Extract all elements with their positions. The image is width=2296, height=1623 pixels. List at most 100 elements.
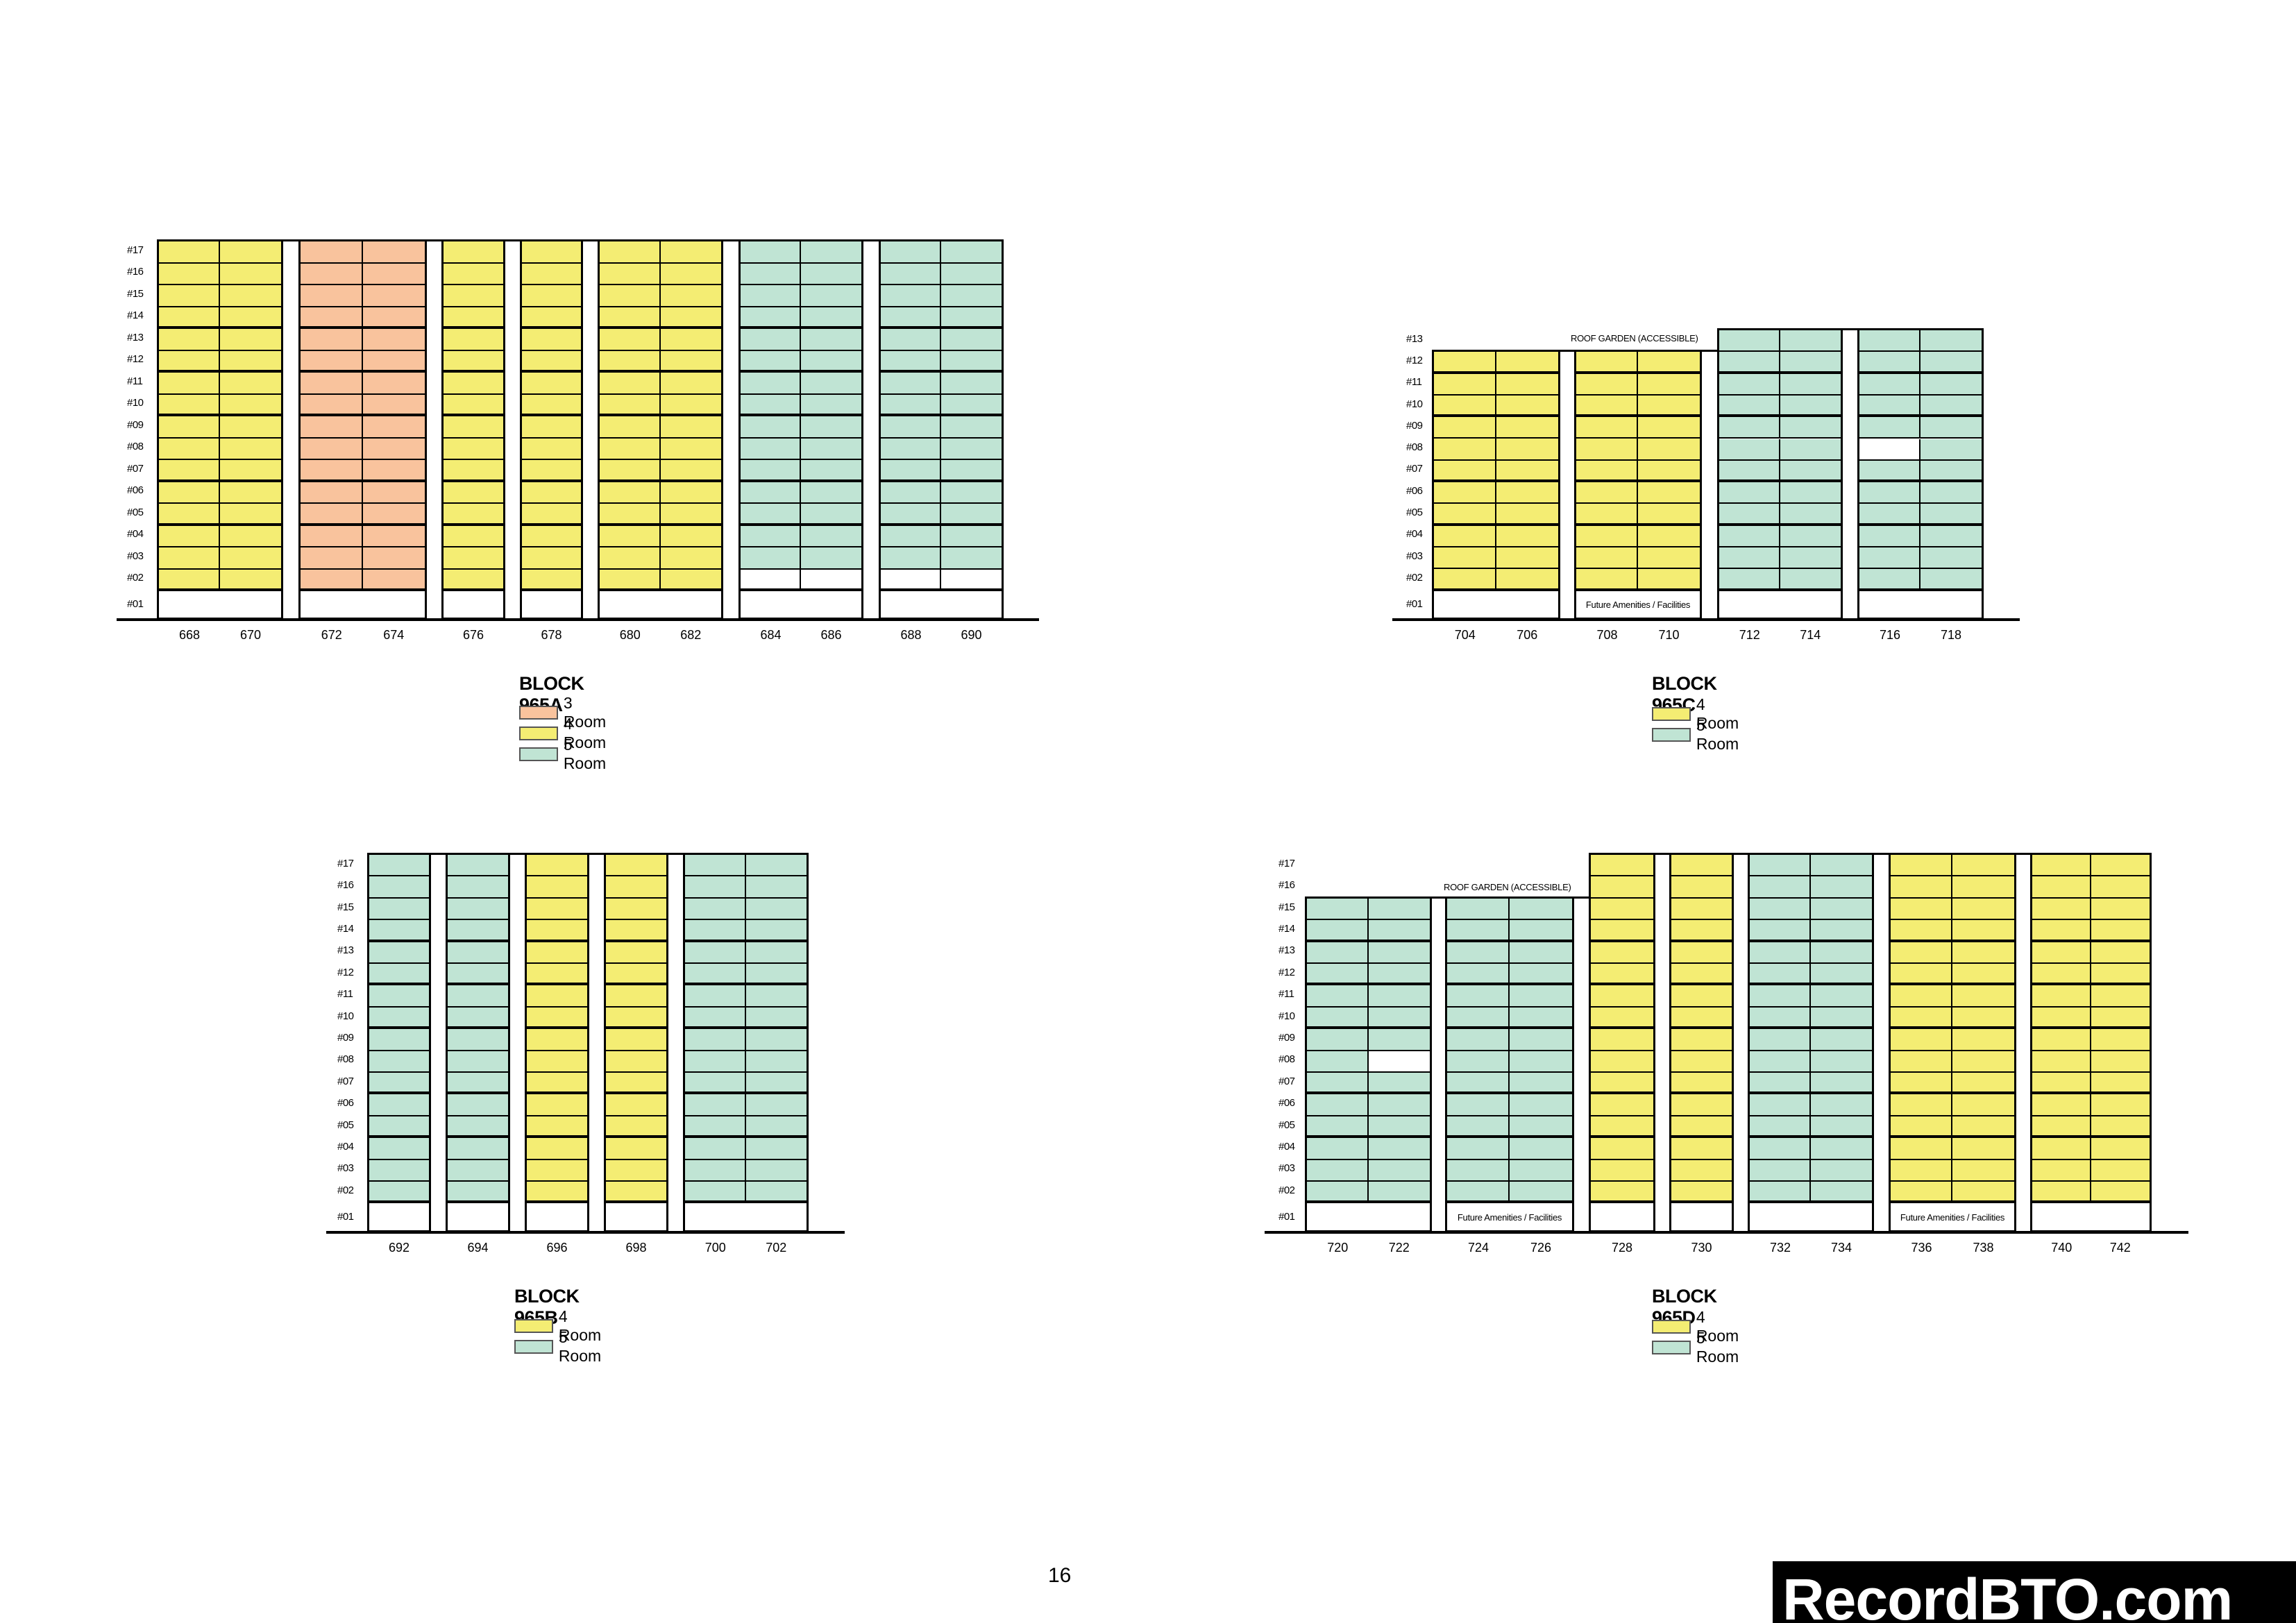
unit-cell[interactable] [1750,1007,1811,1030]
unit-cell[interactable] [1496,460,1558,483]
unit-cell[interactable] [301,460,363,482]
unit-cell[interactable] [444,329,503,351]
unit-cell[interactable] [881,416,941,439]
unit-cell[interactable] [2032,1116,2091,1139]
unit-cell[interactable] [600,285,661,307]
unit-cell[interactable] [1891,985,1952,1008]
unit-cell[interactable] [606,920,666,942]
unit-cell[interactable] [444,241,503,264]
unit-cell[interactable] [362,285,425,307]
unit-cell[interactable] [1638,547,1700,570]
unit-cell[interactable] [159,438,220,460]
unit-cell[interactable] [2091,1051,2150,1073]
unit-cell[interactable] [1591,1094,1653,1116]
unit-cell[interactable] [1780,525,1841,547]
unit-cell[interactable] [1447,942,1510,964]
unit-cell[interactable] [741,438,801,460]
unit-cell[interactable] [881,438,941,460]
unit-cell[interactable] [801,307,861,329]
unit-cell[interactable] [1368,898,1430,921]
unit-cell[interactable] [1434,525,1496,547]
unit-cell[interactable] [941,285,1002,307]
unit-cell[interactable] [1368,1072,1430,1095]
unit-cell[interactable] [2091,1094,2150,1116]
unit-cell[interactable] [362,438,425,460]
unit-cell[interactable] [1638,439,1700,461]
unit-cell[interactable] [1496,373,1558,396]
unit-cell[interactable] [522,263,581,285]
unit-cell[interactable] [1859,460,1921,483]
unit-cell[interactable] [362,263,425,285]
unit-cell[interactable] [941,394,1002,416]
unit-cell[interactable] [741,504,801,526]
unit-cell[interactable] [369,1029,429,1051]
unit-cell[interactable] [660,547,721,570]
unit-cell[interactable] [606,1159,666,1182]
unit-cell[interactable] [1576,569,1638,591]
unit-cell[interactable] [1576,547,1638,570]
unit-cell[interactable] [881,394,941,416]
unit-cell[interactable] [159,373,220,395]
unit-cell[interactable] [685,898,746,921]
unit-cell[interactable] [801,569,861,591]
unit-cell[interactable] [1591,964,1653,986]
unit-cell[interactable] [362,394,425,416]
unit-cell[interactable] [448,1051,508,1073]
unit-cell[interactable] [1638,569,1700,591]
unit-cell[interactable] [660,460,721,482]
unit-cell[interactable] [801,547,861,570]
unit-cell[interactable] [444,416,503,439]
unit-cell[interactable] [606,1029,666,1051]
unit-cell[interactable] [1811,1029,1872,1051]
unit-cell[interactable] [220,547,281,570]
unit-cell[interactable] [606,855,666,877]
unit-cell[interactable] [741,482,801,504]
unit-cell[interactable] [1447,1116,1510,1139]
unit-cell[interactable] [660,438,721,460]
unit-cell[interactable] [220,394,281,416]
unit-cell[interactable] [1496,569,1558,591]
unit-cell[interactable] [522,285,581,307]
unit-cell[interactable] [801,525,861,547]
unit-cell[interactable] [522,350,581,373]
unit-cell[interactable] [448,1116,508,1139]
unit-cell[interactable] [527,942,587,964]
unit-cell[interactable] [362,416,425,439]
unit-cell[interactable] [522,329,581,351]
unit-cell[interactable] [685,876,746,899]
unit-cell[interactable] [448,1029,508,1051]
unit-cell[interactable] [1811,1159,1872,1182]
unit-cell[interactable] [444,285,503,307]
unit-cell[interactable] [1811,920,1872,942]
unit-cell[interactable] [1891,942,1952,964]
unit-cell[interactable] [444,438,503,460]
unit-cell[interactable] [1496,504,1558,526]
unit-cell[interactable] [527,855,587,877]
unit-cell[interactable] [2032,1007,2091,1030]
unit-cell[interactable] [369,964,429,986]
unit-cell[interactable] [2091,1007,2150,1030]
unit-cell[interactable] [1447,920,1510,942]
unit-cell[interactable] [881,263,941,285]
unit-cell[interactable] [159,482,220,504]
unit-cell[interactable] [1750,855,1811,877]
unit-cell[interactable] [1921,504,1982,526]
unit-cell[interactable] [2032,942,2091,964]
unit-cell[interactable] [741,241,801,264]
unit-cell[interactable] [444,350,503,373]
unit-cell[interactable] [2032,1029,2091,1051]
unit-cell[interactable] [1434,395,1496,418]
unit-cell[interactable] [159,504,220,526]
unit-cell[interactable] [941,241,1002,264]
unit-cell[interactable] [2091,1116,2150,1139]
unit-cell[interactable] [1811,1116,1872,1139]
unit-cell[interactable] [741,350,801,373]
unit-cell[interactable] [1719,569,1780,591]
unit-cell[interactable] [444,547,503,570]
unit-cell[interactable] [881,329,941,351]
unit-cell[interactable] [1952,1029,2014,1051]
unit-cell[interactable] [1750,1116,1811,1139]
unit-cell[interactable] [301,416,363,439]
unit-cell[interactable] [1811,942,1872,964]
unit-cell[interactable] [1952,855,2014,877]
